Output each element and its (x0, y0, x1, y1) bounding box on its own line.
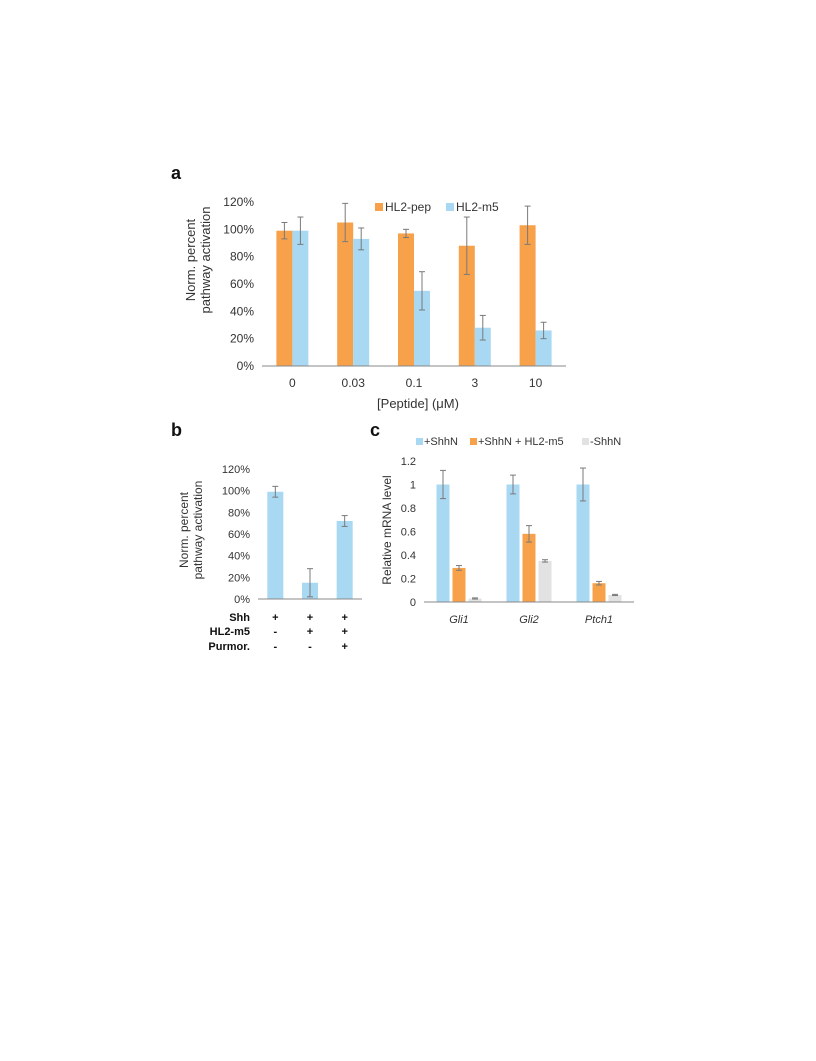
condition-mark: - (273, 626, 277, 638)
x-tick-label: 3 (471, 376, 478, 390)
chart-a-x-axis-title: [Peptide] (μM) (377, 396, 459, 411)
bar-hl2-m5-0-03 (353, 238, 370, 366)
chart-b-y-axis-title-line1: Norm. percent (177, 491, 191, 568)
legend-swatch-hl2-m5 (446, 203, 454, 211)
chart-a-bars (276, 222, 552, 366)
chart-c-bars (436, 484, 622, 602)
panel-letter-c: c (370, 420, 380, 440)
bar--shhn-gli2 (538, 560, 552, 602)
x-tick-label: 0.1 (406, 376, 423, 390)
chart-a-x-tick-labels: 0 0.03 0.1 3 10 (289, 376, 543, 390)
bar-hl2-pep-10 (519, 225, 536, 366)
y-tick-label: 40% (230, 304, 254, 318)
condition-mark: + (341, 612, 347, 624)
legend-swatch-hl2-pep (375, 203, 383, 211)
bar-hl2-pep-3 (458, 245, 475, 366)
y-tick-label: 80% (230, 250, 254, 264)
y-tick-label: 40% (228, 551, 250, 563)
legend-label-hl2-m5: HL2-m5 (456, 200, 499, 214)
chart-a-y-axis-title-line2: pathway activation (198, 207, 213, 314)
y-tick-label: 120% (223, 195, 254, 209)
y-tick-label: 0 (410, 597, 416, 609)
chart-b-y-tick-labels: 0% 20% 40% 60% 80% 100% 120% (222, 464, 250, 606)
x-tick-label: Gli1 (449, 614, 469, 626)
bar--shhn-hl2-m5-gli2 (522, 533, 536, 602)
bar-hl2-pep-0-1 (398, 233, 414, 366)
y-tick-label: 80% (228, 507, 250, 519)
condition-mark: - (273, 641, 277, 653)
condition-mark: + (341, 626, 347, 638)
panel-letter-b: b (171, 420, 182, 440)
chart-b: 0% 20% 40% 60% 80% 100% 120% Norm. percent pat… (177, 464, 362, 653)
bar-hl2-pep-0 (276, 230, 293, 366)
chart-b-error-bars (272, 485, 348, 598)
legend-swatch-minus-shhn (582, 438, 589, 445)
chart-c-error-bars (440, 467, 618, 600)
legend-label-minus-shhn: -ShhN (590, 436, 621, 448)
x-tick-label: Ptch1 (585, 614, 613, 626)
y-tick-label: 60% (230, 277, 254, 291)
chart-c-y-tick-labels: 0 0.2 0.4 0.6 0.8 1 1.2 (401, 456, 416, 609)
y-tick-label: 20% (228, 572, 250, 584)
y-tick-label: 100% (223, 222, 254, 236)
y-tick-label: 1 (410, 480, 416, 492)
bar--shhn-gli2 (506, 484, 520, 602)
condition-mark: + (272, 612, 278, 624)
condition-mark: - (308, 641, 312, 653)
x-tick-label: 0 (289, 376, 296, 390)
y-tick-label: 0.8 (401, 503, 416, 515)
y-tick-label: 60% (228, 529, 250, 541)
bar--shhn-hl2-m5-gli1 (452, 567, 466, 602)
chart-b-condition-table: Shh + + + HL2-m5 - + + Purmor. - - + (208, 612, 347, 653)
y-tick-label: 120% (222, 464, 250, 476)
y-tick-label: 0.2 (401, 574, 416, 586)
legend-swatch-plus-shhn (416, 438, 423, 445)
chart-c-x-tick-labels: Gli1 Gli2 Ptch1 (449, 614, 613, 626)
bar--shhn-ptch1 (576, 484, 590, 602)
condition-mark: + (341, 641, 347, 653)
y-tick-label: 100% (222, 486, 250, 498)
y-tick-label: 0% (237, 359, 255, 373)
x-tick-label: 10 (529, 376, 543, 390)
chart-a-legend: HL2-pep HL2-m5 (375, 200, 499, 214)
bar--shhn-hl2-m5-ptch1 (592, 583, 606, 602)
legend-label-hl2-pep: HL2-pep (385, 200, 431, 214)
bar--shhn-gli1 (468, 598, 482, 602)
bar-hl2-m5-0-1 (414, 290, 430, 366)
chart-a-y-tick-labels: 0% 20% 40% 60% 80% 100% 120% (223, 195, 254, 373)
y-tick-label: 0% (234, 594, 250, 606)
bar-hl2-m5-10 (535, 330, 552, 366)
chart-a-error-bars (281, 202, 547, 341)
y-tick-label: 20% (230, 332, 254, 346)
legend-swatch-plus-shhn-hl2-m5 (470, 438, 477, 445)
chart-a: 0% 20% 40% 60% 80% 100% 120% 0 0.03 0.1 3 10 Norm.… (183, 195, 566, 411)
bar-hl2-m5-0 (292, 230, 309, 366)
x-tick-label: Gli2 (519, 614, 539, 626)
chart-b-bars (267, 491, 353, 599)
chart-c-y-axis-title: Relative mRNA level (380, 475, 394, 584)
condition-mark: + (307, 612, 313, 624)
bar-condition-3 (336, 521, 353, 599)
bar--shhn-ptch1 (608, 594, 622, 602)
x-tick-label: 0.03 (342, 376, 366, 390)
condition-row-label: Shh (229, 612, 250, 624)
panel-letter-a: a (171, 163, 182, 183)
y-tick-label: 0.6 (401, 527, 416, 539)
legend-label-plus-shhn-hl2-m5: +ShhN + HL2-m5 (478, 436, 564, 448)
bar-hl2-m5-3 (474, 327, 491, 366)
bar-hl2-pep-0-03 (337, 222, 354, 366)
condition-row-label: HL2-m5 (210, 626, 250, 638)
chart-a-y-axis-title-line1: Norm. percent (183, 218, 198, 301)
chart-c-legend: +ShhN +ShhN + HL2-m5 -ShhN (416, 436, 621, 448)
chart-c: 0 0.2 0.4 0.6 0.8 1 1.2 Gli1 Gli2 Ptch1 Relative… (380, 436, 634, 626)
bar--shhn-gli1 (436, 484, 450, 602)
y-tick-label: 1.2 (401, 456, 416, 468)
chart-b-y-axis-title-line2: pathway activation (191, 481, 205, 580)
bar-condition-1 (267, 491, 284, 599)
y-tick-label: 0.4 (401, 550, 416, 562)
legend-label-plus-shhn: +ShhN (424, 436, 458, 448)
condition-mark: + (307, 626, 313, 638)
condition-row-label: Purmor. (208, 641, 250, 653)
